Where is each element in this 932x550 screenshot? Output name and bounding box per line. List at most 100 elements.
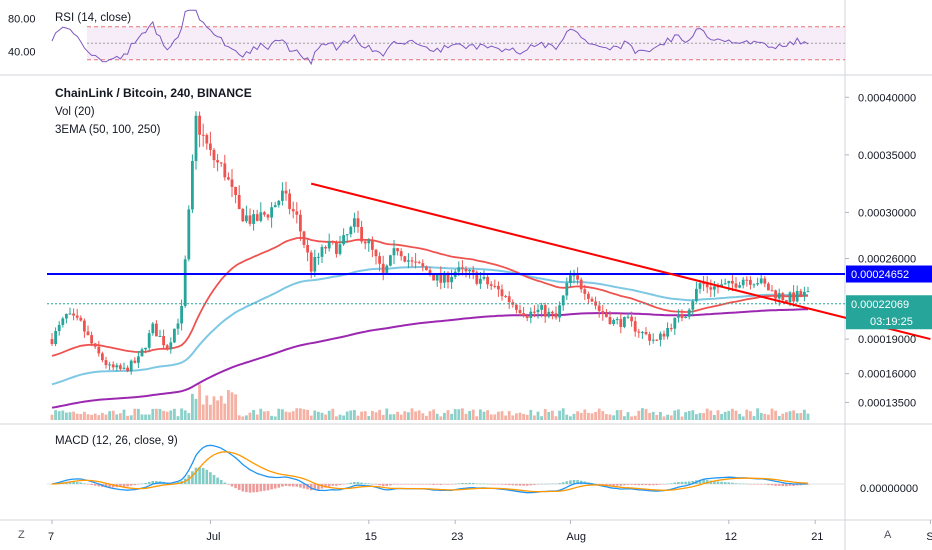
- candle-body: [576, 275, 579, 280]
- volume-bar: [680, 416, 684, 420]
- macd-histogram-bar: [687, 481, 691, 484]
- svg-text:0.00022069: 0.00022069: [851, 299, 909, 311]
- candle-body: [101, 353, 104, 361]
- macd-histogram-bar: [731, 482, 734, 484]
- volume-bar: [360, 411, 363, 420]
- macd-histogram-bar: [741, 483, 745, 485]
- candle-body: [741, 279, 745, 286]
- volume-bar: [666, 414, 669, 420]
- volume-bar: [792, 410, 795, 420]
- candle-body: [644, 332, 648, 335]
- candle-body: [648, 334, 651, 341]
- candle-body: [608, 317, 612, 325]
- candle-body: [309, 252, 313, 272]
- volume-bar: [446, 410, 450, 420]
- candle-body: [356, 218, 360, 227]
- zoom-button[interactable]: Z: [18, 529, 25, 541]
- volume-bar: [626, 412, 630, 420]
- volume-bar: [461, 408, 464, 420]
- macd-histogram-bar: [342, 484, 345, 485]
- macd-histogram-bar: [637, 484, 641, 486]
- auto-scale-button[interactable]: A: [884, 529, 892, 541]
- volume-bar: [659, 411, 662, 420]
- candle-body: [623, 316, 626, 327]
- volume-bar: [65, 412, 68, 420]
- volume-bar: [230, 392, 234, 420]
- macd-legend[interactable]: MACD (12, 26, close, 9): [55, 435, 178, 447]
- macd-histogram-bar: [147, 481, 151, 484]
- candle-body: [155, 323, 158, 337]
- ema-legend[interactable]: 3EMA (50, 100, 250): [55, 124, 161, 136]
- candle-body: [212, 149, 216, 161]
- volume-bar: [245, 415, 248, 420]
- macd-histogram-bar: [763, 484, 767, 485]
- candle-body: [529, 311, 533, 318]
- volume-bar: [101, 412, 104, 420]
- volume-bar: [745, 409, 749, 420]
- main-price-pane[interactable]: [47, 111, 931, 420]
- macd-histogram-bar: [795, 484, 799, 486]
- macd-histogram-bar: [608, 484, 612, 486]
- volume-bar: [201, 404, 205, 420]
- macd-histogram-bar: [266, 484, 270, 491]
- candle-body: [302, 231, 306, 245]
- price-tick-label: 0.00019000: [858, 334, 916, 346]
- candle-body: [183, 259, 187, 307]
- volume-bar: [500, 411, 504, 420]
- candle-body: [785, 300, 788, 303]
- volume-bar: [317, 411, 320, 420]
- macd-histogram-bar: [461, 483, 464, 484]
- time-tick-label: 12: [725, 531, 737, 543]
- candle-body: [515, 304, 518, 310]
- volume-bar: [597, 408, 601, 420]
- macd-histogram-bar: [781, 484, 785, 487]
- macd-histogram-bar: [237, 484, 241, 490]
- volume-bar: [479, 409, 482, 420]
- candle-body: [561, 295, 565, 306]
- candle-body: [223, 163, 227, 178]
- candle-body: [367, 240, 371, 244]
- volume-bar: [756, 408, 759, 420]
- macd-pane[interactable]: [47, 444, 845, 494]
- volume-bar: [165, 411, 169, 420]
- candle-body: [360, 226, 363, 242]
- macd-histogram-bar: [489, 484, 493, 485]
- volume-bar: [176, 416, 180, 420]
- volume-bar: [273, 416, 277, 420]
- time-tick-label: 21: [811, 531, 823, 543]
- candle-body: [266, 214, 270, 218]
- macd-histogram-bar: [785, 484, 788, 487]
- symbol-title[interactable]: ChainLink / Bitcoin, 240, BINANCE: [55, 86, 252, 100]
- macd-histogram-bar: [518, 484, 522, 486]
- candle-body: [702, 283, 705, 285]
- candle-body: [583, 289, 587, 294]
- candle-body: [723, 283, 727, 285]
- macd-histogram-bar: [252, 484, 255, 493]
- rsi-legend[interactable]: RSI (14, close): [55, 12, 131, 24]
- volume-bar: [61, 410, 65, 420]
- macd-histogram-bar: [194, 467, 198, 484]
- macd-histogram-bar: [277, 484, 281, 488]
- macd-histogram-bar: [623, 484, 626, 486]
- candle-body: [605, 313, 608, 318]
- rsi-pane[interactable]: 80.00 40.00: [8, 9, 845, 66]
- candle-body: [335, 241, 338, 254]
- macd-histogram-bar: [533, 484, 536, 485]
- time-tick-label: Aug: [566, 531, 586, 543]
- candle-body: [435, 273, 439, 281]
- macd-histogram-bar: [389, 484, 392, 486]
- volume-bar: [241, 416, 245, 420]
- macd-histogram-bar: [173, 482, 176, 484]
- volume-legend[interactable]: Vol (20): [55, 106, 95, 118]
- volume-bar: [536, 411, 540, 420]
- volume-bar: [698, 413, 702, 420]
- volume-bar: [129, 415, 133, 420]
- volume-bar: [799, 413, 803, 420]
- macd-histogram-bar: [327, 484, 331, 487]
- ema-50-line: [51, 236, 809, 357]
- time-tick-label: 15: [365, 531, 377, 543]
- volume-bar: [641, 408, 644, 420]
- price-axes[interactable]: 0.00040000 0.00035000 0.00030000 0.00026000…: [48, 92, 932, 543]
